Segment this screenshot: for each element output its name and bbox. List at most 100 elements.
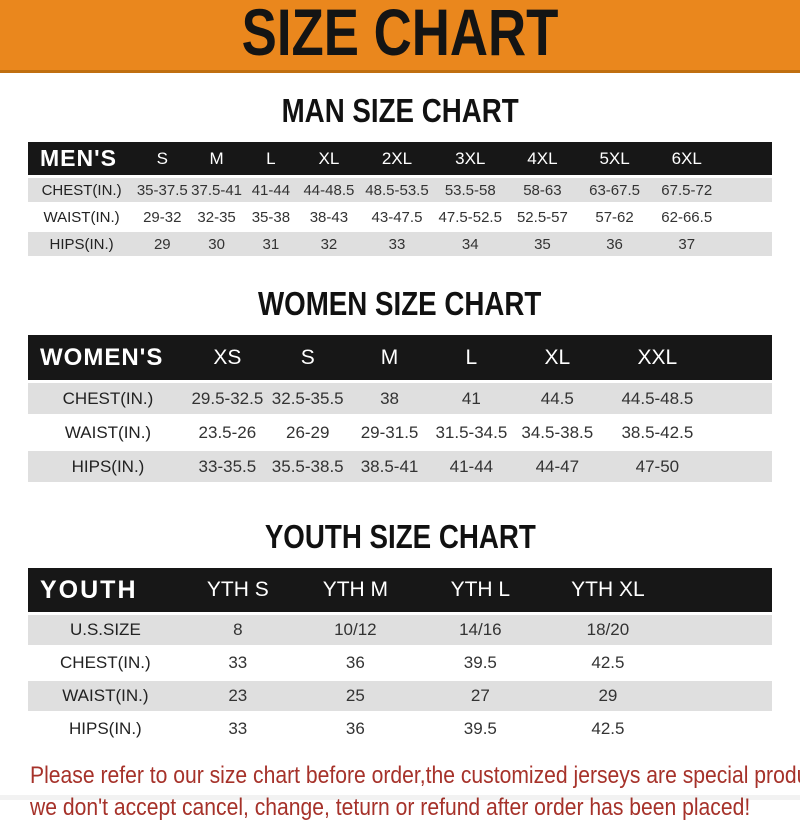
table-row: CHEST(IN.) 29.5-32.5 32.5-35.5 38 41 44.… (28, 383, 772, 414)
table-row: HIPS(IN.) 29 30 31 32 33 34 35 36 37 (28, 232, 772, 256)
size-cell: 44-48.5 (303, 181, 355, 199)
size-cell: 35-37.5 (136, 181, 188, 199)
table-row: WAIST(IN.) 23 25 27 29 (28, 681, 772, 711)
size-cell: 26-29 (285, 422, 330, 442)
size-cell: 44.5-48.5 (621, 388, 694, 408)
size-cell: 41 (461, 388, 481, 408)
size-cell: 39.5 (463, 653, 497, 672)
size-cell: 8 (233, 620, 243, 639)
women-corner-label: WOMEN'S (40, 343, 164, 371)
size-column-header: XS (213, 345, 242, 369)
size-cell: 38-43 (309, 208, 349, 226)
spacer-cell (723, 142, 772, 175)
size-cell: 38.5-41 (360, 456, 419, 476)
size-cell: 44.5 (540, 388, 574, 408)
bottom-edge-strip (0, 795, 800, 800)
man-section-heading: MAN SIZE CHART (28, 92, 772, 130)
spacer-cell (712, 335, 772, 380)
table-row: U.S.SIZE 8 10/12 14/16 18/20 (28, 615, 772, 645)
size-cell: 32-35 (197, 208, 236, 226)
size-column-header: L (266, 148, 276, 168)
table-row: HIPS(IN.) 33-35.5 35.5-38.5 38.5-41 41-4… (28, 451, 772, 482)
man-chart-title: MAN SIZE CHART (281, 92, 519, 129)
table-row: CHEST(IN.) 33 36 39.5 42.5 (28, 648, 772, 678)
youth-section-heading: YOUTH SIZE CHART (28, 518, 772, 556)
size-cell: 48.5-53.5 (365, 181, 429, 199)
size-cell: 58-63 (523, 181, 562, 199)
size-cell: 29 (153, 235, 171, 253)
size-cell: 62-66.5 (661, 208, 713, 226)
spacer-cell (723, 232, 772, 256)
size-cell: 35-38 (251, 208, 291, 226)
spacer-cell (723, 178, 772, 202)
size-cell: 25 (345, 686, 365, 705)
table-row: CHEST(IN.) 35-37.5 37.5-41 41-44 44-48.5… (28, 178, 772, 202)
size-column-header: 6XL (671, 148, 702, 168)
size-column-header: XL (318, 148, 340, 168)
size-cell: 41-44 (449, 456, 494, 476)
size-cell: 63-67.5 (589, 181, 640, 199)
youth-chart-title: YOUTH SIZE CHART (264, 518, 536, 555)
size-cell: 33 (228, 653, 248, 672)
row-label: CHEST(IN.) (60, 653, 151, 672)
size-cell: 30 (208, 235, 225, 253)
spacer-cell (712, 383, 772, 414)
size-cell: 41-44 (251, 181, 291, 199)
spacer-cell (673, 615, 772, 645)
table-row: WAIST(IN.) 29-32 32-35 35-38 38-43 43-47… (28, 205, 772, 229)
size-cell: 35.5-38.5 (271, 456, 344, 476)
row-label: HIPS(IN.) (49, 235, 114, 253)
size-cell: 10/12 (334, 620, 377, 639)
spacer-cell (673, 568, 772, 612)
size-cell: 37 (678, 235, 696, 253)
size-column-header: S (300, 345, 315, 369)
youth-size-table: YOUTH YTH S YTH M YTH L YTH XL U.S.SIZE … (28, 565, 772, 747)
size-cell: 53.5-58 (444, 181, 496, 199)
women-section-heading: WOMEN SIZE CHART (28, 285, 772, 323)
women-header-row: WOMEN'S XS S M L XL XXL (28, 335, 772, 380)
size-cell: 47-50 (635, 456, 680, 476)
size-cell: 35 (534, 235, 551, 253)
size-column-header: XL (544, 345, 571, 369)
size-cell: 52.5-57 (516, 208, 568, 226)
size-cell: 38.5-42.5 (621, 422, 694, 442)
size-cell: 36 (345, 653, 365, 672)
size-column-header: S (156, 148, 168, 168)
size-cell: 33-35.5 (198, 456, 257, 476)
table-row: HIPS(IN.) 33 36 39.5 42.5 (28, 714, 772, 744)
order-notice: Please refer to our size chart before or… (30, 760, 800, 824)
size-cell: 31 (262, 235, 280, 253)
size-cell: 44-47 (535, 456, 580, 476)
size-column-header: XXL (637, 345, 678, 369)
size-cell: 18/20 (586, 620, 630, 639)
size-column-header: 2XL (381, 148, 413, 168)
size-cell: 32 (320, 235, 338, 253)
size-cell: 27 (470, 686, 490, 705)
size-cell: 34.5-38.5 (521, 422, 594, 442)
size-cell: 57-62 (595, 208, 634, 226)
size-cell: 29.5-32.5 (191, 388, 264, 408)
size-cell: 33 (228, 719, 248, 738)
size-column-header: YTH L (450, 578, 511, 601)
table-row: WAIST(IN.) 23.5-26 26-29 29-31.5 31.5-34… (28, 417, 772, 448)
size-cell: 43-47.5 (371, 208, 423, 226)
man-size-table: MEN'S S M L XL 2XL 3XL 4XL 5XL 6XL CHEST… (28, 139, 772, 259)
size-cell: 29-32 (143, 208, 182, 226)
row-label: WAIST(IN.) (43, 208, 120, 226)
spacer-cell (712, 451, 772, 482)
size-cell: 36 (345, 719, 365, 738)
page-title: SIZE CHART (241, 0, 559, 69)
size-column-header: 4XL (527, 148, 558, 168)
row-label: WAIST(IN.) (62, 686, 149, 705)
youth-header-row: YOUTH YTH S YTH M YTH L YTH XL (28, 568, 772, 612)
size-cell: 23.5-26 (198, 422, 257, 442)
women-size-table: WOMEN'S XS S M L XL XXL CHEST(IN.) 29.5-… (28, 332, 772, 485)
size-cell: 29-31.5 (360, 422, 419, 442)
size-cell: 36 (606, 235, 623, 253)
size-column-header: 3XL (455, 148, 486, 168)
size-cell: 29 (598, 686, 618, 705)
row-label: HIPS(IN.) (71, 456, 145, 476)
size-cell: 23 (228, 686, 248, 705)
spacer-cell (723, 205, 772, 229)
